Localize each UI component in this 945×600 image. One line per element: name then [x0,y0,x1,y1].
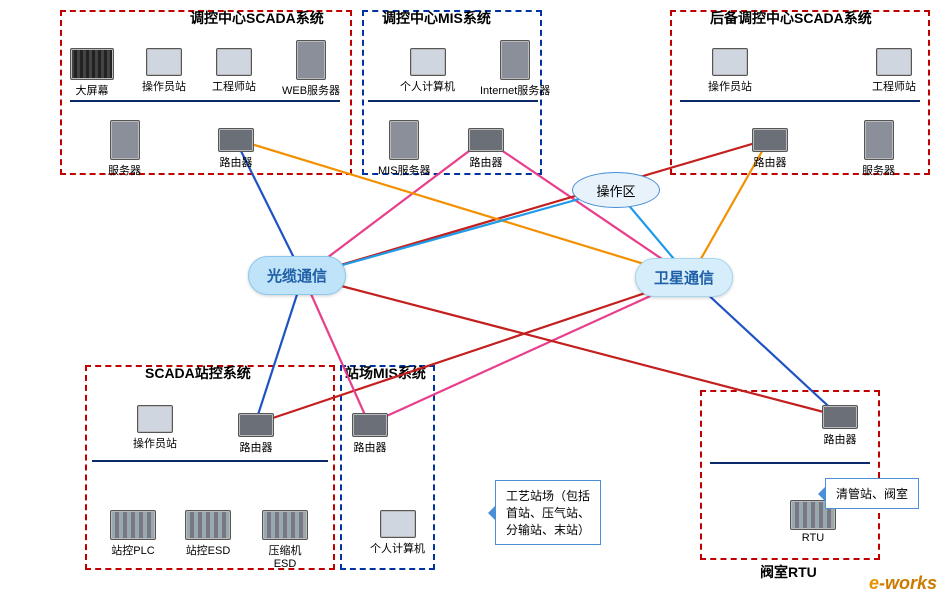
bus-valve [710,462,870,464]
cloud-fiber: 光缆通信 [248,256,346,295]
logo-eworks: e-works [869,573,937,594]
callout-stations: 工艺站场（包括 首站、压气站、 分输站、末站） [495,480,601,545]
node-st_plc: 站控PLC [110,510,156,558]
router-icon [352,413,388,437]
title-scada-center: 调控中心SCADA系统 [190,8,324,28]
ellipse-op-area: 操作区 [572,172,660,208]
node-label: 操作员站 [142,78,186,94]
node-label: 路由器 [218,154,254,170]
pc-icon [146,48,182,76]
node-label: RTU [790,532,836,544]
callout-stations-text: 工艺站场（包括 首站、压气站、 分输站、末站） [506,489,590,537]
server-icon [864,120,894,160]
node-label: 站控PLC [110,542,156,558]
node-label: 服务器 [108,162,141,178]
node-s_server: 服务器 [108,120,141,178]
cloud-sat: 卫星通信 [635,258,733,297]
node-label: 大屏幕 [70,82,114,98]
server-icon [296,40,326,80]
pc-icon [712,48,748,76]
plc-icon [110,510,156,540]
node-s_router: 路由器 [218,128,254,170]
node-label: 工程师站 [212,78,256,94]
node-st_comp: 压缩机 ESD [262,510,308,570]
node-label: 路由器 [238,439,274,455]
cloud-fiber-label: 光缆通信 [267,268,327,285]
node-label: 服务器 [862,162,895,178]
callout-valve-text: 清管站、阀室 [836,487,908,501]
node-label: 个人计算机 [370,540,425,556]
node-b_eng: 工程师站 [872,48,916,94]
node-m_router: 路由器 [468,128,504,170]
node-label: 工程师站 [872,78,916,94]
title-valve-rtu: 阀室RTU [760,562,817,582]
server-icon [110,120,140,160]
node-label: 站控ESD [185,542,231,558]
node-s_bigscreen: 大屏幕 [70,48,114,98]
pc-icon [876,48,912,76]
node-label: WEB服务器 [282,82,340,98]
plc-icon [262,510,308,540]
ellipse-label: 操作区 [596,181,635,200]
node-v_router: 路由器 [822,405,858,447]
node-b_op: 操作员站 [708,48,752,94]
node-label: 个人计算机 [400,78,455,94]
node-label: 路由器 [822,431,858,447]
title-mis-center: 调控中心MIS系统 [382,8,491,28]
node-b_server: 服务器 [862,120,895,178]
node-st_op: 操作员站 [133,405,177,451]
screen-icon [70,48,114,80]
router-icon [468,128,504,152]
router-icon [752,128,788,152]
plc-icon [185,510,231,540]
node-label: 路由器 [352,439,388,455]
title-station-mis: 站场MIS系统 [345,363,426,383]
node-label: 操作员站 [133,435,177,451]
node-m_pc: 个人计算机 [400,48,455,94]
network-diagram: 调控中心SCADA系统 调控中心MIS系统 后备调控中心SCADA系统 SCAD… [0,0,945,600]
bus-station [92,460,328,462]
node-m_inet: Internet服务器 [480,40,550,98]
bus-scada [70,100,340,102]
pc-icon [410,48,446,76]
server-icon [500,40,530,80]
node-b_router: 路由器 [752,128,788,170]
bus-mis [368,100,538,102]
node-sm_router: 路由器 [352,413,388,455]
router-icon [218,128,254,152]
pc-icon [137,405,173,433]
pc-icon [216,48,252,76]
node-st_esd: 站控ESD [185,510,231,558]
node-label: 操作员站 [708,78,752,94]
node-s_web: WEB服务器 [282,40,340,98]
node-st_router: 路由器 [238,413,274,455]
bus-backup [680,100,920,102]
callout-valve: 清管站、阀室 [825,478,919,509]
router-icon [238,413,274,437]
node-s_eng: 工程师站 [212,48,256,94]
node-label: MIS服务器 [378,162,431,178]
node-sm_pc: 个人计算机 [370,510,425,556]
pc-icon [380,510,416,538]
title-backup: 后备调控中心SCADA系统 [710,8,872,28]
node-label: 路由器 [468,154,504,170]
node-label: 路由器 [752,154,788,170]
node-label: Internet服务器 [480,82,550,98]
node-s_op: 操作员站 [142,48,186,94]
server-icon [389,120,419,160]
title-station-scada: SCADA站控系统 [145,363,251,383]
router-icon [822,405,858,429]
link [303,189,615,276]
node-m_server: MIS服务器 [378,120,431,178]
cloud-sat-label: 卫星通信 [654,270,714,287]
node-label: 压缩机 ESD [262,542,308,570]
